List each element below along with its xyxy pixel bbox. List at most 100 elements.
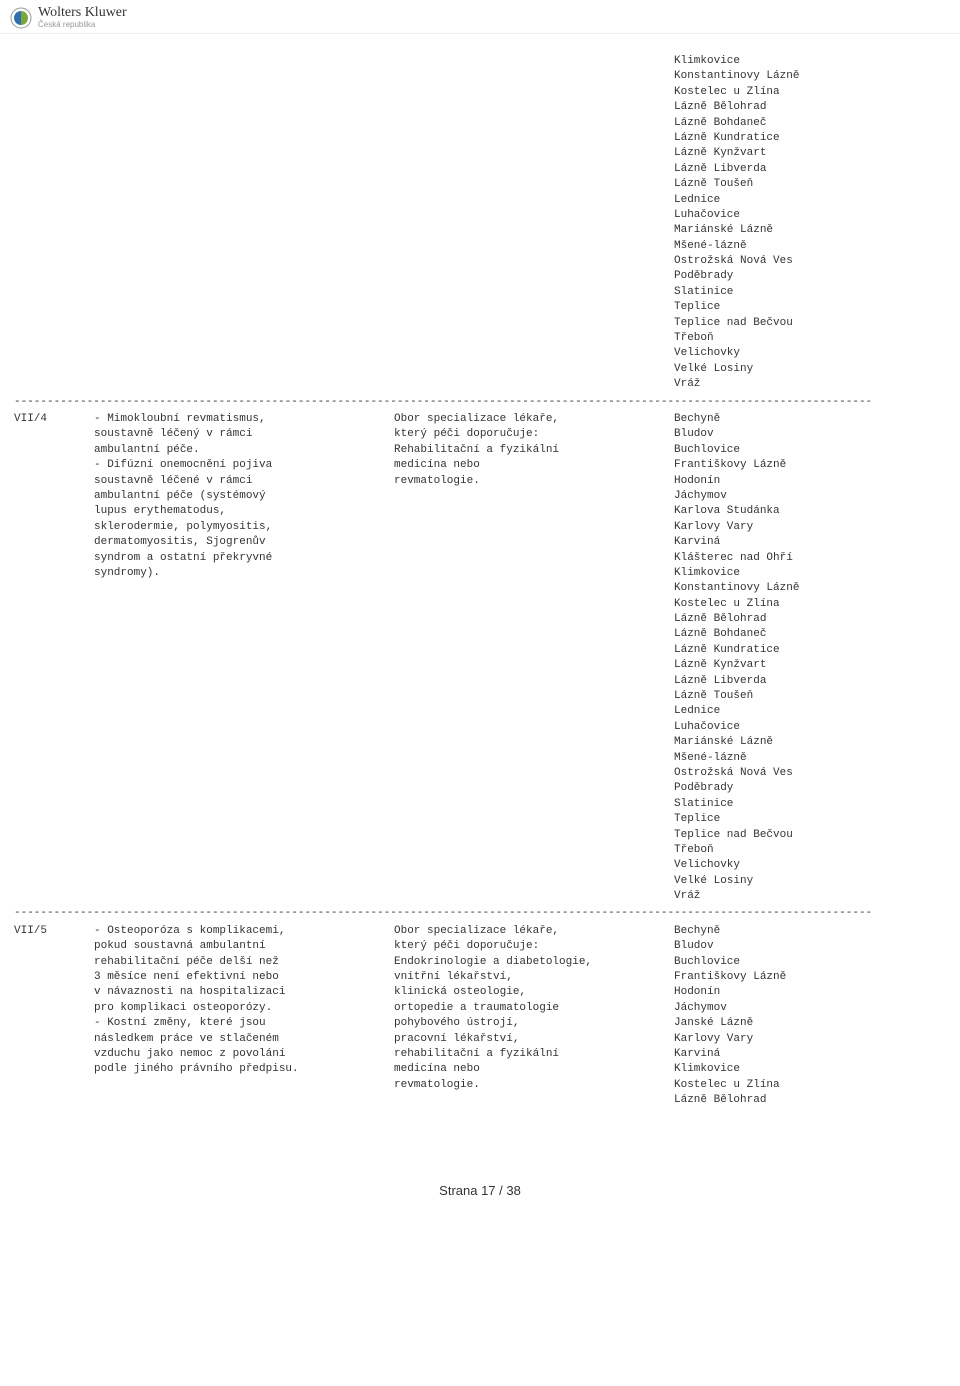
place-item: Františkovy Lázně [674, 458, 946, 473]
page-body: KlimkoviceKonstantinovy LázněKostelec u … [0, 34, 960, 1169]
place-item: Lázně Bohdaneč [674, 116, 946, 131]
specialization-line: medicína nebo [394, 458, 664, 473]
place-item: Lázně Libverda [674, 162, 946, 177]
section-divider: ----------------------------------------… [14, 906, 946, 921]
place-item: Mariánské Lázně [674, 223, 946, 238]
place-item: Jáchymov [674, 489, 946, 504]
indication-line: v návaznosti na hospitalizaci [94, 985, 384, 1000]
places-column: BechyněBludovBuchloviceFrantiškovy Lázně… [674, 412, 946, 905]
section-divider: ----------------------------------------… [14, 395, 946, 410]
place-item: Lázně Kynžvart [674, 146, 946, 161]
place-item: Bechyně [674, 924, 946, 939]
indication-line: pro komplikaci osteoporózy. [94, 1001, 384, 1016]
place-item: Slatinice [674, 285, 946, 300]
place-item: Konstantinovy Lázně [674, 69, 946, 84]
specialization-line: ortopedie a traumatologie [394, 1001, 664, 1016]
indication-line: lupus erythematodus, [94, 504, 384, 519]
indication-line: sklerodermie, polymyositis, [94, 520, 384, 535]
wk-logo-icon [10, 7, 32, 29]
indication-line: vzduchu jako nemoc z povolání [94, 1047, 384, 1062]
specialization-line: rehabilitační a fyzikální [394, 1047, 664, 1062]
indication-line: rehabilitační péče delší než [94, 955, 384, 970]
place-item: Lázně Kundratice [674, 131, 946, 146]
place-item: Vráž [674, 377, 946, 392]
place-item: Luhačovice [674, 208, 946, 223]
indication-line: podle jiného právního předpisu. [94, 1062, 384, 1077]
place-item: Poděbrady [674, 269, 946, 284]
place-item: Lázně Bělohrad [674, 1093, 946, 1108]
place-item: Jáchymov [674, 1001, 946, 1016]
place-item: Klášterec nad Ohří [674, 551, 946, 566]
indication-column: - Mimokloubní revmatismus,soustavně léče… [94, 412, 394, 581]
place-item: Poděbrady [674, 781, 946, 796]
place-item: Lázně Kundratice [674, 643, 946, 658]
indication-line: - Difúzní onemocnění pojiva [94, 458, 384, 473]
place-item: Lázně Kynžvart [674, 658, 946, 673]
indication-line: 3 měsíce není efektivní nebo [94, 970, 384, 985]
specialization-line: Endokrinologie a diabetologie, [394, 955, 664, 970]
place-item: Ostrožská Nová Ves [674, 254, 946, 269]
indication-line: soustavně léčené v rámci [94, 474, 384, 489]
specialization-column: Obor specializace lékaře,který péči dopo… [394, 412, 674, 489]
place-item: Velichovky [674, 346, 946, 361]
section-row: VII/4- Mimokloubní revmatismus,soustavně… [14, 412, 946, 905]
specialization-line: vnitřní lékařství, [394, 970, 664, 985]
place-item: Teplice nad Bečvou [674, 316, 946, 331]
specialization-line: Rehabilitační a fyzikální [394, 443, 664, 458]
specialization-line: revmatologie. [394, 474, 664, 489]
indication-line: syndromy). [94, 566, 384, 581]
place-item: Lednice [674, 193, 946, 208]
place-item: Kostelec u Zlína [674, 1078, 946, 1093]
place-item: Bechyně [674, 412, 946, 427]
place-item: Třeboň [674, 843, 946, 858]
specialization-line: Obor specializace lékaře, [394, 412, 664, 427]
brand-main: Wolters Kluwer [38, 6, 127, 20]
place-item: Lázně Bohdaneč [674, 627, 946, 642]
place-item: Mšené-lázně [674, 751, 946, 766]
place-item: Třeboň [674, 331, 946, 346]
indication-line: - Osteoporóza s komplikacemi, [94, 924, 384, 939]
page-header: Wolters Kluwer Česká republika [0, 0, 960, 34]
place-item: Lázně Bělohrad [674, 100, 946, 115]
place-item: Buchlovice [674, 443, 946, 458]
place-item: Lázně Bělohrad [674, 612, 946, 627]
place-item: Vráž [674, 889, 946, 904]
indication-line: dermatomyositis, Sjogrenův [94, 535, 384, 550]
specialization-line: který péči doporučuje: [394, 427, 664, 442]
specialization-line: pohybového ústrojí, [394, 1016, 664, 1031]
indication-line: syndrom a ostatní překryvné [94, 551, 384, 566]
place-item: Velké Losiny [674, 362, 946, 377]
place-item: Kostelec u Zlína [674, 85, 946, 100]
place-item: Karlovy Vary [674, 520, 946, 535]
specialization-line: pracovní lékařství, [394, 1032, 664, 1047]
place-item: Janské Lázně [674, 1016, 946, 1031]
indication-column: - Osteoporóza s komplikacemi,pokud soust… [94, 924, 394, 1078]
place-item: Karlova Studánka [674, 504, 946, 519]
specialization-column: Obor specializace lékaře,který péči dopo… [394, 924, 674, 1093]
indication-line: ambulantní péče. [94, 443, 384, 458]
specialization-line: Obor specializace lékaře, [394, 924, 664, 939]
place-item: Karviná [674, 1047, 946, 1062]
place-item: Mšené-lázně [674, 239, 946, 254]
indication-line: - Kostní změny, které jsou [94, 1016, 384, 1031]
indication-line: soustavně léčený v rámci [94, 427, 384, 442]
place-item: Lázně Libverda [674, 674, 946, 689]
place-item: Františkovy Lázně [674, 970, 946, 985]
section-code: VII/5 [14, 924, 94, 939]
place-item: Velké Losiny [674, 874, 946, 889]
place-item: Lednice [674, 704, 946, 719]
indication-line: ambulantní péče (systémový [94, 489, 384, 504]
place-item: Ostrožská Nová Ves [674, 766, 946, 781]
brand-sub: Česká republika [38, 21, 127, 29]
indication-line: pokud soustavná ambulantní [94, 939, 384, 954]
section-code: VII/4 [14, 412, 94, 427]
place-item: Teplice nad Bečvou [674, 828, 946, 843]
specialization-line: revmatologie. [394, 1078, 664, 1093]
place-item: Bludov [674, 939, 946, 954]
place-item: Slatinice [674, 797, 946, 812]
section-row: VII/5- Osteoporóza s komplikacemi,pokud … [14, 924, 946, 1109]
place-item: Lázně Toušeň [674, 177, 946, 192]
place-item: Teplice [674, 812, 946, 827]
place-item: Klimkovice [674, 1062, 946, 1077]
specialization-line: který péči doporučuje: [394, 939, 664, 954]
